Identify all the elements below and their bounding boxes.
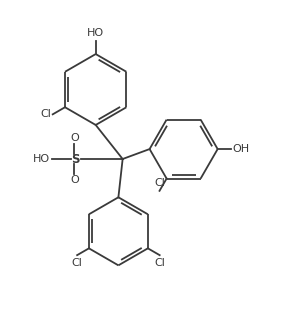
Text: S: S: [72, 153, 80, 165]
Text: O: O: [70, 176, 79, 185]
Text: HO: HO: [87, 29, 104, 38]
Text: Cl: Cl: [154, 178, 165, 188]
Text: Cl: Cl: [40, 109, 51, 119]
Text: O: O: [70, 133, 79, 142]
Text: Cl: Cl: [72, 258, 83, 268]
Text: OH: OH: [233, 144, 250, 154]
Text: HO: HO: [33, 154, 50, 164]
Text: Cl: Cl: [154, 258, 165, 268]
